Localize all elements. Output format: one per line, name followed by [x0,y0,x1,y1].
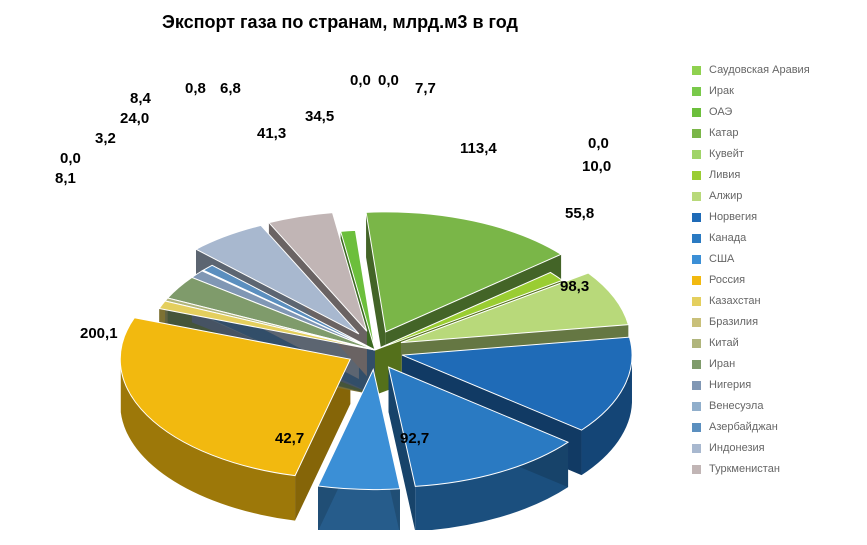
legend-label: Венесуэла [709,401,763,412]
data-label: 200,1 [80,325,118,342]
legend-swatch [692,360,701,369]
legend-label: Норвегия [709,212,757,223]
legend-swatch [692,381,701,390]
legend-item: Бразилия [692,317,852,328]
data-label: 42,7 [275,430,304,447]
pie-chart: 0,0 0,0 7,7 113,4 0,0 10,0 55,8 98,3 92,7 42,7 200… [20,50,680,530]
legend-label: США [709,254,734,265]
data-label: 55,8 [565,205,594,222]
legend-swatch [692,318,701,327]
legend-item: Венесуэла [692,401,852,412]
legend-label: Индонезия [709,443,765,454]
legend-swatch [692,255,701,264]
legend-item: Катар [692,128,852,139]
legend-label: Ливия [709,170,740,181]
legend-label: Иран [709,359,735,370]
data-label: 34,5 [305,108,334,125]
legend-item: Канада [692,233,852,244]
data-label: 0,0 [60,150,81,167]
legend-item: Казахстан [692,296,852,307]
legend-label: Кувейт [709,149,744,160]
legend-swatch [692,276,701,285]
legend-swatch [692,150,701,159]
data-label: 41,3 [257,125,286,142]
legend-item: Индонезия [692,443,852,454]
data-label: 0,0 [350,72,371,89]
legend-item: Туркменистан [692,464,852,475]
chart-title: Экспорт газа по странам, млрд.м3 в год [0,12,680,33]
legend-swatch [692,213,701,222]
legend-label: Китай [709,338,739,349]
legend-swatch [692,87,701,96]
legend-label: Азербайджан [709,422,778,433]
legend-label: Казахстан [709,296,761,307]
legend-label: Канада [709,233,746,244]
data-label: 0,8 [185,80,206,97]
data-label: 98,3 [560,278,589,295]
legend-item: США [692,254,852,265]
legend-label: Ирак [709,86,734,97]
legend-label: Катар [709,128,738,139]
legend-swatch [692,444,701,453]
legend-label: Саудовская Аравия [709,65,810,76]
data-label: 6,8 [220,80,241,97]
data-label: 8,4 [130,90,151,107]
legend-swatch [692,402,701,411]
data-label: 24,0 [120,110,149,127]
legend-swatch [692,192,701,201]
legend-swatch [692,423,701,432]
legend-item: Китай [692,338,852,349]
legend-item: Алжир [692,191,852,202]
legend-item: Кувейт [692,149,852,160]
legend-swatch [692,129,701,138]
legend-item: Ирак [692,86,852,97]
legend-swatch [692,108,701,117]
legend-label: Туркменистан [709,464,780,475]
legend-swatch [692,234,701,243]
legend-item: Нигерия [692,380,852,391]
data-label: 8,1 [55,170,76,187]
legend-label: Нигерия [709,380,751,391]
data-label: 3,2 [95,130,116,147]
data-label: 0,0 [588,135,609,152]
data-label: 0,0 [378,72,399,89]
legend-swatch [692,297,701,306]
legend-item: ОАЭ [692,107,852,118]
data-label: 113,4 [460,140,497,157]
data-label: 10,0 [582,158,611,175]
legend-label: Алжир [709,191,742,202]
legend-swatch [692,171,701,180]
legend-item: Иран [692,359,852,370]
legend-item: Россия [692,275,852,286]
legend-label: ОАЭ [709,107,732,118]
data-label: 92,7 [400,430,429,447]
legend-swatch [692,66,701,75]
legend-swatch [692,339,701,348]
legend-label: Бразилия [709,317,758,328]
legend: Саудовская Аравия Ирак ОАЭ Катар Кувейт Ливия… [692,65,852,485]
legend-label: Россия [709,275,745,286]
legend-item: Азербайджан [692,422,852,433]
data-label: 7,7 [415,80,436,97]
legend-item: Саудовская Аравия [692,65,852,76]
legend-item: Ливия [692,170,852,181]
legend-swatch [692,465,701,474]
legend-item: Норвегия [692,212,852,223]
